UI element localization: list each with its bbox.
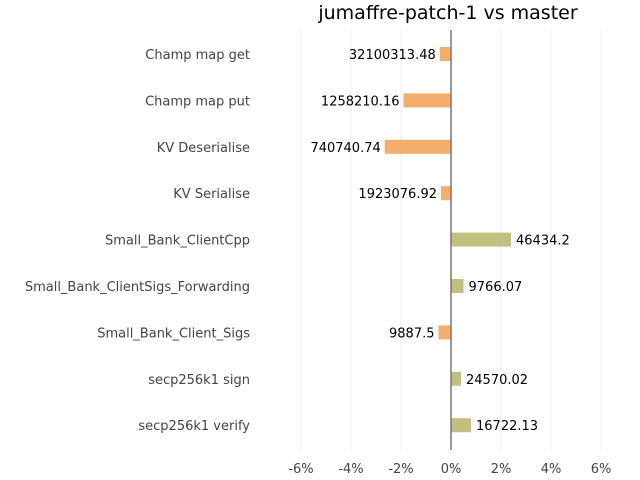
bar [451, 279, 464, 293]
bar [451, 232, 511, 247]
value-label: 9887.5 [389, 326, 435, 341]
x-tick-label: -6% [288, 462, 313, 477]
bar [441, 186, 451, 201]
bar [451, 371, 461, 386]
value-label: 740740.74 [310, 141, 380, 156]
value-label: 1258210.16 [321, 94, 400, 109]
bars [384, 47, 511, 433]
value-label: 16722.13 [476, 419, 538, 434]
x-tick-label: 4% [541, 462, 562, 477]
value-label: 24570.02 [466, 373, 528, 388]
x-axis-ticks: -6% -4% -2% 0% 2% 4% 6% [288, 462, 611, 477]
x-tick-label: 2% [491, 462, 512, 477]
bar [451, 418, 471, 433]
category-label: Small_Bank_ClientSigs_Forwarding [25, 280, 250, 295]
bar [384, 139, 451, 154]
x-tick-label: 6% [591, 462, 612, 477]
x-tick-label: 0% [441, 462, 462, 477]
category-label: KV Deserialise [157, 141, 250, 156]
chart-title: jumaffre-patch-1 vs master [317, 2, 577, 24]
bar [438, 325, 451, 340]
value-labels: 32100313.48 1258210.16 740740.74 1923076.92… [310, 48, 569, 434]
x-tick-label: -2% [388, 462, 413, 477]
category-label: Small_Bank_ClientCpp [105, 234, 250, 249]
bar [403, 93, 451, 108]
category-labels: Champ map get Champ map put KV Deserialise… [25, 48, 250, 434]
x-tick-label: -4% [338, 462, 363, 477]
value-label: 32100313.48 [349, 48, 436, 63]
category-label: Champ map put [145, 94, 250, 109]
value-label: 9766.07 [469, 280, 523, 295]
bar [439, 47, 451, 61]
value-label: 46434.2 [516, 234, 570, 249]
category-label: secp256k1 verify [138, 419, 250, 434]
category-label: KV Serialise [173, 187, 250, 202]
category-label: Small_Bank_Client_Sigs [97, 326, 250, 341]
value-label: 1923076.92 [358, 187, 437, 202]
category-label: Champ map get [145, 48, 250, 63]
category-label: secp256k1 sign [148, 373, 250, 388]
